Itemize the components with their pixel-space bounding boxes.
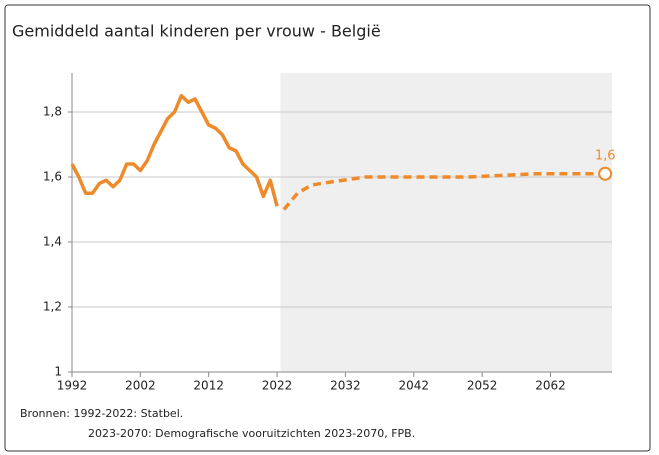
series-line	[282, 172, 606, 211]
end-point	[598, 166, 613, 181]
x-tick-label: 2052	[467, 379, 498, 393]
chart-title: Gemiddeld aantal kinderen per vrouw - Be…	[12, 22, 381, 41]
y-tick-label: 1,6	[43, 170, 62, 184]
y-tick-label: 1,2	[43, 300, 62, 314]
x-tick-label: 2032	[330, 379, 361, 393]
x-tick-label: 2042	[398, 379, 429, 393]
source: Bronnen: 1992-2022: Statbel.	[20, 407, 183, 420]
y-tick-label: 1,4	[43, 235, 62, 249]
x-tick-label: 2062	[535, 379, 566, 393]
x-tick-label: 2012	[193, 379, 224, 393]
projection-area	[280, 73, 612, 372]
source: 2023-2070: Demografische vooruitzichten …	[88, 427, 415, 440]
x-tick-label: 2022	[262, 379, 293, 393]
x-tick-label: 1992	[57, 379, 88, 393]
y-tick-label: 1,8	[43, 105, 62, 119]
x-tick-label: 2002	[125, 379, 156, 393]
series-line	[70, 94, 279, 207]
value-label: 1,6	[595, 148, 616, 163]
y-tick-label: 1	[54, 365, 62, 379]
